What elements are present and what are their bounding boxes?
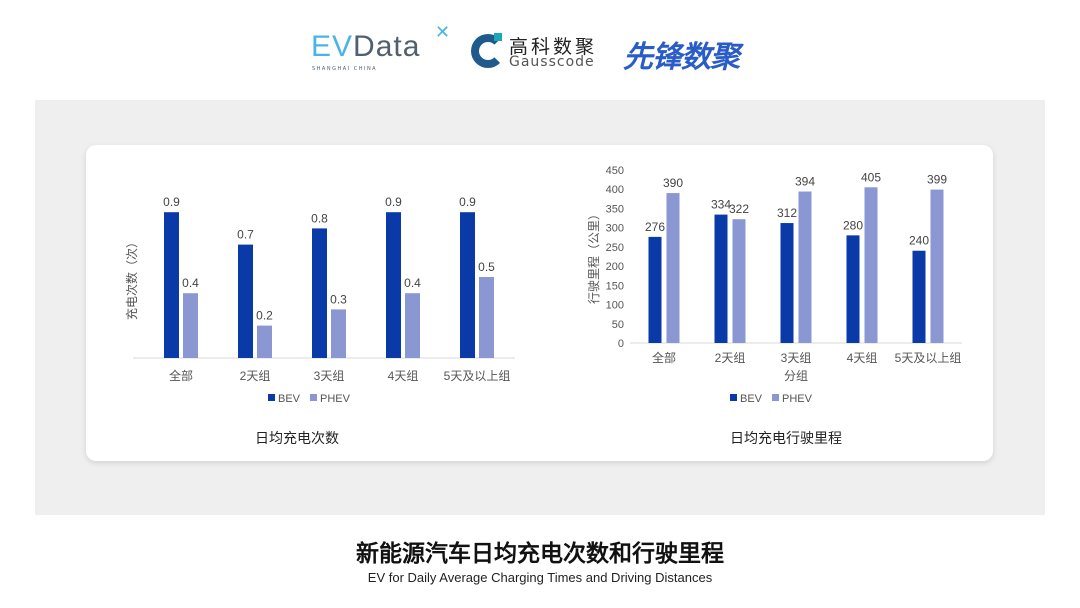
bar-phev <box>183 293 198 358</box>
data-label: 276 <box>645 220 665 234</box>
x-tick-label: 2天组 <box>240 369 271 383</box>
legend-swatch-bev <box>268 394 275 401</box>
data-label: 0.2 <box>256 309 273 323</box>
data-label: 399 <box>927 173 947 187</box>
x-tick-label: 2天组 <box>715 351 746 365</box>
data-label: 0.8 <box>311 211 328 225</box>
bar-phev <box>864 187 878 343</box>
x-axis-label: 分组 <box>784 369 808 383</box>
data-label: 390 <box>663 176 683 190</box>
page-title: 新能源汽车日均充电次数和行驶里程 <box>356 541 724 567</box>
legend-label-bev: BEV <box>278 393 301 405</box>
data-label: 0.4 <box>182 276 199 290</box>
data-label: 334 <box>711 198 731 212</box>
gausscode-logo-cn: 高科数聚 <box>509 36 598 58</box>
evdata-logo-subtitle: SHANGHAI CHINA <box>312 66 378 72</box>
evdata-logo: EVData ✕ <box>311 22 452 63</box>
gausscode-logo-icon <box>471 34 505 68</box>
bar-bev <box>164 212 179 358</box>
gausscode-logo-square <box>494 33 502 41</box>
bar-phev <box>257 325 272 358</box>
data-label: 280 <box>843 218 863 232</box>
bar-phev <box>479 277 494 358</box>
x-tick-label: 5天及以上组 <box>444 369 511 383</box>
bar-bev <box>714 214 728 343</box>
data-label: 0.9 <box>385 195 402 209</box>
data-label: 322 <box>729 202 749 216</box>
bar-phev <box>331 309 346 358</box>
bar-phev <box>732 219 746 343</box>
bar-bev <box>780 223 794 343</box>
data-label: 0.3 <box>330 292 347 306</box>
legend-swatch-bev <box>730 394 737 401</box>
y-axis-label: 行驶里程（公里） <box>586 208 601 304</box>
gausscode-logo-en: Gausscode <box>509 54 595 70</box>
data-label: 240 <box>909 234 929 248</box>
logo-bar: EVData ✕ SHANGHAI CHINA 高科数聚 Gausscode 先锋… <box>0 22 1080 75</box>
xianfeng-logo: 先锋数聚 <box>623 40 740 75</box>
legend-label-bev: BEV <box>740 393 763 405</box>
data-label: 0.4 <box>404 276 421 290</box>
x-tick-label: 5天及以上组 <box>895 351 962 365</box>
x-tick-label: 4天组 <box>847 351 878 365</box>
data-label: 394 <box>795 175 815 189</box>
x-tick-label: 全部 <box>652 350 676 365</box>
y-tick-label: 100 <box>606 300 624 312</box>
y-tick-label: 350 <box>606 203 624 215</box>
bar-bev <box>312 228 327 358</box>
data-label: 312 <box>777 206 797 220</box>
y-tick-label: 400 <box>606 184 624 196</box>
bar-bev <box>460 212 475 358</box>
bar-bev <box>846 235 860 343</box>
bar-phev <box>666 193 680 343</box>
chart-title: 日均充电次数 <box>255 430 339 446</box>
bar-bev <box>648 236 662 343</box>
data-label: 0.9 <box>163 195 180 209</box>
data-label: 0.9 <box>459 195 476 209</box>
x-tick-label: 3天组 <box>314 369 345 383</box>
page-subtitle: EV for Daily Average Charging Times and … <box>367 570 713 585</box>
bar-phev <box>798 191 812 343</box>
bar-bev <box>386 212 401 358</box>
y-tick-label: 300 <box>606 223 624 235</box>
x-tick-label: 4天组 <box>388 369 419 383</box>
y-tick-label: 150 <box>606 280 624 292</box>
chart-title: 日均充电行驶里程 <box>730 430 842 446</box>
legend-label-phev: PHEV <box>782 393 813 405</box>
legend-label-phev: PHEV <box>320 393 351 405</box>
data-label: 0.5 <box>478 260 495 274</box>
bar-bev <box>912 250 926 343</box>
bar-bev <box>238 244 253 358</box>
y-tick-label: 0 <box>618 338 624 350</box>
data-label: 405 <box>861 170 881 184</box>
data-label: 0.7 <box>237 228 254 242</box>
y-tick-label: 450 <box>606 165 624 177</box>
legend-swatch-phev <box>310 394 317 401</box>
chart-card <box>86 145 993 461</box>
y-axis-label: 充电次数（次） <box>124 236 139 320</box>
legend-swatch-phev <box>772 394 779 401</box>
x-tick-label: 全部 <box>169 368 193 383</box>
y-tick-label: 250 <box>606 242 624 254</box>
x-tick-label: 3天组 <box>781 351 812 365</box>
bar-phev <box>930 189 944 343</box>
y-tick-label: 50 <box>612 319 624 331</box>
bar-phev <box>405 293 420 358</box>
y-tick-label: 200 <box>606 261 624 273</box>
